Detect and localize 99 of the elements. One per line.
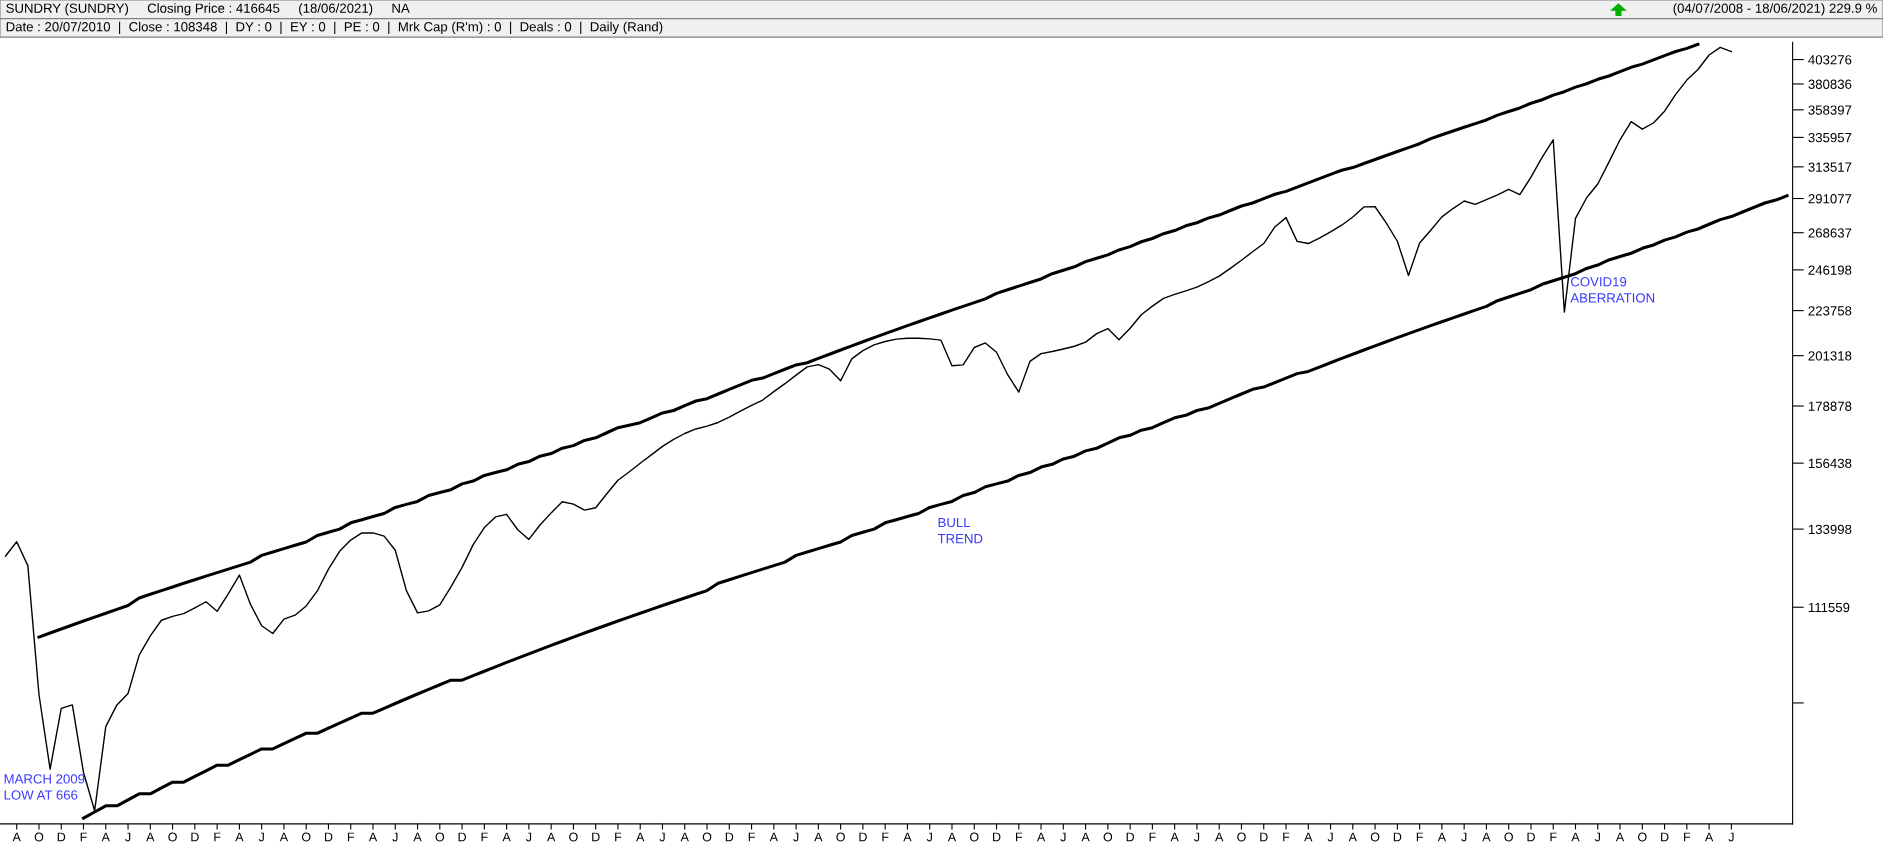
x-tick-label: O	[836, 832, 845, 842]
x-tick-label: A	[235, 832, 244, 842]
x-tick-label: F	[615, 832, 622, 842]
x-tick-label: A	[769, 832, 778, 842]
x-tick-label: J	[1327, 832, 1333, 842]
x-tick-label: D	[1527, 832, 1535, 842]
x-tick-label: A	[413, 832, 422, 842]
x-tick-label: O	[569, 832, 578, 842]
x-tick-label: F	[1684, 832, 1691, 842]
x-tick-label: A	[1482, 832, 1491, 842]
y-tick-label: 313517	[1808, 162, 1852, 172]
x-tick-label: F	[1550, 832, 1557, 842]
x-tick-label: F	[347, 832, 355, 842]
x-tick-label: J	[1194, 832, 1200, 842]
x-tick-label: O	[1504, 832, 1513, 842]
x-tick-label: J	[525, 832, 532, 842]
x-tick-label: O	[301, 832, 311, 842]
x-tick-label: O	[168, 832, 177, 842]
x-tick-label: J	[1060, 832, 1066, 842]
x-tick-label: A	[101, 832, 110, 842]
y-tick-label: 380836	[1808, 79, 1852, 89]
y-tick-label: 358397	[1808, 105, 1852, 115]
x-tick-label: D	[1126, 832, 1135, 842]
y-tick-label: 178878	[1808, 401, 1852, 411]
x-tick-label: F	[214, 832, 221, 842]
x-tick-label: A	[368, 832, 378, 842]
x-tick-label: F	[1149, 832, 1156, 842]
x-tick-label: A	[636, 832, 645, 842]
x-tick-label: J	[659, 832, 665, 842]
x-tick-label: A	[903, 832, 912, 842]
x-tick-label: D	[993, 832, 1001, 842]
x-tick-label: A	[814, 832, 823, 842]
x-tick-label: D	[1393, 832, 1402, 842]
x-tick-label: A	[12, 832, 21, 842]
line-series	[37, 42, 1700, 639]
y-tick-label: 111559	[1808, 602, 1850, 613]
x-tick-label: A	[502, 832, 511, 842]
y-tick-label: 291077	[1808, 194, 1852, 204]
y-tick-label: 403276	[1808, 55, 1852, 65]
y-tick-label: 223758	[1808, 306, 1852, 316]
y-tick-label: 201318	[1808, 351, 1852, 361]
annotation: MARCH 2009 LOW AT 666	[4, 774, 85, 800]
x-tick-label: A	[1036, 832, 1046, 842]
x-tick-label: F	[80, 832, 87, 842]
x-tick-label: J	[1594, 832, 1600, 842]
x-tick-label: O	[34, 832, 44, 842]
x-tick-label: D	[859, 832, 867, 842]
annotation: COVID19 ABERRATION	[1570, 277, 1655, 303]
x-tick-label: J	[926, 832, 932, 842]
x-tick-label: F	[748, 832, 755, 842]
x-tick-label: D	[725, 832, 734, 842]
x-tick-label: F	[882, 832, 889, 842]
x-tick-label: A	[146, 832, 155, 842]
x-tick-label: O	[435, 832, 445, 842]
x-tick-label: O	[1103, 832, 1113, 842]
annotation: BULL TREND	[937, 517, 983, 544]
x-tick-label: O	[1370, 832, 1380, 842]
x-tick-label: D	[592, 832, 600, 842]
x-tick-label: J	[258, 832, 264, 842]
x-tick-label: F	[1015, 832, 1023, 842]
chart-subtitle: Date : 20/07/2010 | Close : 108348 | DY : 0 | EY : 0 | PE : 0 | Mrk Cap (R'm) : 0 | Deals : 0 | Daily (Rand)	[6, 21, 663, 35]
x-tick-label: A	[1348, 832, 1357, 842]
x-tick-label: A	[1571, 832, 1580, 842]
x-tick-label: A	[547, 832, 556, 842]
x-tick-label: D	[1661, 832, 1669, 842]
x-tick-label: A	[1170, 832, 1179, 842]
x-tick-label: D	[1260, 832, 1268, 842]
x-tick-label: J	[1728, 832, 1734, 842]
x-tick-label: F	[481, 832, 488, 842]
x-tick-label: D	[191, 832, 199, 842]
x-tick-label: J	[793, 832, 799, 842]
x-tick-label: D	[57, 832, 66, 842]
x-tick-label: A	[279, 832, 289, 842]
x-tick-label: D	[458, 832, 466, 842]
x-tick-label: A	[1081, 832, 1090, 842]
x-tick-label: O	[1237, 832, 1246, 842]
x-tick-label: A	[1704, 832, 1714, 842]
text: (04/07/2008 - 18/06/2021) 229.9 %	[1673, 3, 1877, 16]
x-tick-label: A	[1215, 832, 1224, 842]
x-tick-label: F	[1283, 832, 1290, 842]
y-tick-label: 268637	[1808, 228, 1852, 238]
x-tick-label: A	[947, 832, 957, 842]
x-tick-label: O	[969, 832, 979, 842]
x-tick-label: J	[1461, 832, 1467, 842]
x-tick-label: O	[702, 832, 712, 842]
y-tick-label: 133998	[1808, 524, 1852, 535]
x-tick-label: A	[1304, 832, 1313, 842]
y-tick-label: 335957	[1808, 132, 1852, 143]
y-tick-label: 156438	[1808, 458, 1852, 469]
x-tick-label: F	[1416, 832, 1423, 842]
chart-title: SUNDRY (SUNDRY) Closing Price : 416645 (18/06/2021) NA	[6, 3, 410, 16]
x-tick-label: J	[392, 832, 398, 842]
x-tick-label: J	[125, 832, 131, 842]
x-tick-label: O	[1638, 832, 1647, 842]
x-tick-label: A	[1615, 832, 1625, 842]
x-tick-label: D	[324, 832, 333, 842]
y-tick-label: 246198	[1808, 265, 1852, 275]
x-tick-label: A	[680, 832, 689, 842]
x-tick-label: A	[1437, 832, 1447, 842]
